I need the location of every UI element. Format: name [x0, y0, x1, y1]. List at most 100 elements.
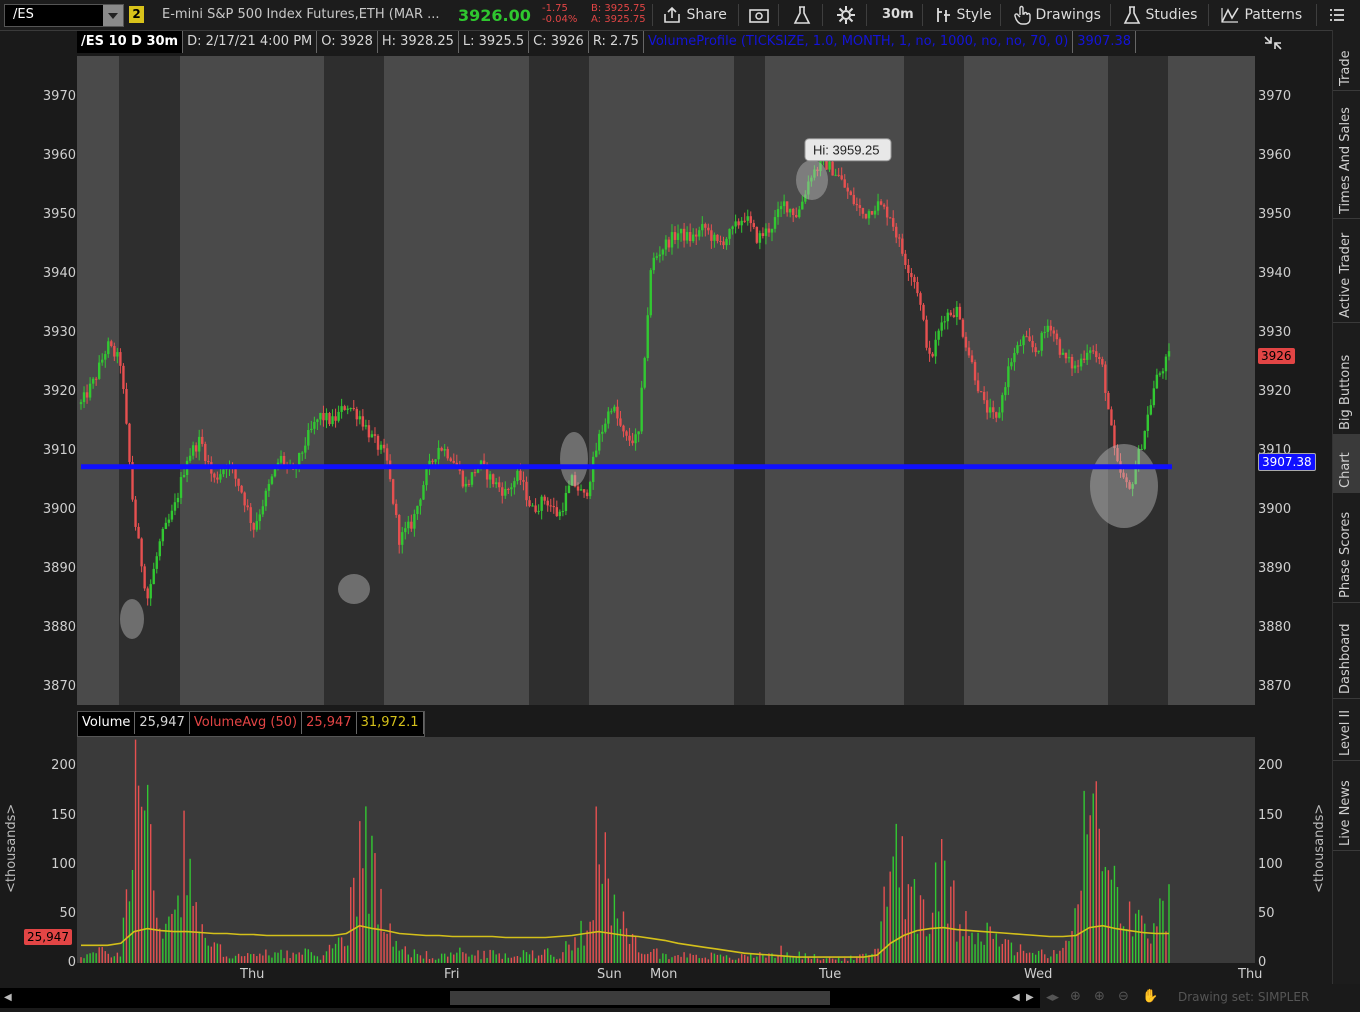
drawings-button[interactable]: Drawings [1013, 0, 1101, 30]
candle-body [770, 228, 774, 233]
symbol-period[interactable]: /ES 10 D 30m [77, 31, 184, 53]
price-axis-label: 3900 [42, 502, 76, 518]
candle-body [1046, 325, 1049, 332]
candle-body [928, 347, 931, 354]
side-tab-times-and-sales[interactable]: Times And Sales [1333, 90, 1360, 219]
candle-body [607, 411, 610, 424]
snapshot-button[interactable] [748, 0, 770, 30]
candle-body [1061, 352, 1065, 355]
price-axis-label: 3890 [1258, 561, 1292, 577]
candle-body [282, 455, 286, 465]
scroll-left-icon[interactable]: ◀ [4, 992, 12, 1003]
candle-body [892, 218, 895, 227]
volume-avg-value: 25,947 [302, 712, 357, 734]
candle-body [1079, 358, 1083, 367]
price-chart-panel[interactable]: Hi: 3959.25 [77, 56, 1255, 705]
candle-body [410, 521, 413, 529]
crosshair-icon[interactable]: ⊕ [1070, 989, 1081, 1004]
zoom-out-icon[interactable]: ⊖ [1118, 989, 1129, 1004]
candle-body [598, 433, 601, 451]
study-label[interactable]: VolumeProfile (TICKSIZE, 1.0, MONTH, 1, … [644, 31, 1074, 53]
divider [922, 4, 923, 26]
candle-body [1116, 448, 1119, 462]
patterns-button[interactable]: Patterns [1220, 0, 1302, 30]
candle-body [628, 435, 631, 441]
candle-body [143, 566, 146, 589]
chevron-down-icon[interactable] [103, 5, 123, 26]
candle-body [1131, 484, 1134, 489]
candle-body [191, 445, 195, 456]
candle-body [528, 500, 531, 507]
flask-icon [1123, 6, 1141, 24]
scroll-thumb[interactable] [450, 991, 830, 1005]
volume-avg-label[interactable]: VolumeAvg (50) [190, 712, 303, 734]
candle-body [825, 156, 828, 170]
candle-body [813, 169, 816, 178]
volume-label[interactable]: Volume [78, 712, 136, 734]
scroll-left-step-icon[interactable]: ◀ [1012, 992, 1020, 1003]
collapse-icon[interactable] [1262, 33, 1284, 57]
candle-body [161, 528, 165, 542]
horizontal-scrollbar[interactable]: ◀ ◀ ▶ [0, 988, 1040, 1008]
symbol-text[interactable]: /ES [13, 7, 34, 22]
menu-button[interactable] [1328, 0, 1346, 30]
candle-body [373, 434, 377, 436]
bar-range: R: 2.75 [589, 31, 644, 53]
candle-body [1155, 374, 1159, 389]
side-tab-level-ii[interactable]: Level II [1333, 698, 1360, 761]
settings-button[interactable] [836, 0, 856, 30]
candle-body [382, 444, 386, 449]
candle-body [904, 253, 907, 265]
side-tab-active-trader[interactable]: Active Trader [1333, 218, 1360, 323]
candle-body [591, 456, 595, 483]
candle-body [667, 239, 671, 248]
scroll-right-step-icon[interactable]: ▶ [1026, 992, 1034, 1003]
candle-body [688, 232, 692, 242]
timeframe-button[interactable]: 30m [882, 7, 914, 22]
candle-body [1143, 430, 1146, 449]
candle-body [840, 175, 843, 180]
candle-body [831, 161, 834, 176]
candle-body [1092, 350, 1095, 352]
candle-body [1064, 352, 1068, 359]
volume-chart-panel[interactable] [77, 737, 1255, 963]
candle-body [737, 221, 740, 226]
flask-button[interactable] [792, 0, 812, 30]
price-axis-label: 3880 [1258, 620, 1292, 636]
zoom-in-icon[interactable]: ⊕ [1094, 989, 1105, 1004]
time-axis-label: Thu [240, 967, 265, 982]
candle-body [952, 315, 956, 317]
link-group-badge[interactable]: 2 [129, 6, 144, 23]
share-icon [664, 6, 680, 23]
side-tab-live-news[interactable]: Live News [1333, 760, 1360, 851]
toolbar: /ES 2 E-mini S&P 500 Index Futures,ETH (… [0, 0, 1360, 31]
volume-value: 25,947 [135, 712, 190, 734]
candle-body [679, 228, 683, 234]
price-axis-label: 3960 [1258, 148, 1292, 164]
side-tab-dashboard[interactable]: Dashboard [1333, 602, 1360, 699]
studies-button[interactable]: Studies [1123, 0, 1197, 30]
candle-body [1149, 405, 1153, 415]
side-tab-big-buttons[interactable]: Big Buttons [1333, 322, 1360, 435]
hand-icon[interactable]: ✋ [1142, 989, 1159, 1004]
highlight-circle [560, 432, 588, 486]
side-tab-trade[interactable]: Trade [1333, 30, 1360, 91]
candle-body [749, 216, 752, 224]
side-tab-phase-scores[interactable]: Phase Scores [1333, 492, 1360, 603]
style-button[interactable]: Style [934, 0, 992, 30]
candle-body [531, 505, 534, 507]
candle-body [1028, 336, 1031, 341]
share-button[interactable]: Share [662, 0, 727, 30]
candle-body [434, 459, 437, 462]
candle-body [167, 519, 171, 523]
symbol-input[interactable]: /ES [4, 4, 124, 27]
candle-body [328, 413, 331, 425]
candle-body [419, 499, 422, 506]
drawing-set-label[interactable]: Drawing set: SIMPLER [1178, 990, 1310, 1004]
side-tab-chart[interactable]: Chart [1333, 434, 1360, 493]
candle-body [701, 224, 704, 231]
price-axis-label: 3940 [1258, 266, 1292, 282]
candle-body [207, 460, 210, 463]
expand-icon[interactable]: ◂▸ [1046, 990, 1060, 1005]
candle-body [216, 477, 219, 480]
